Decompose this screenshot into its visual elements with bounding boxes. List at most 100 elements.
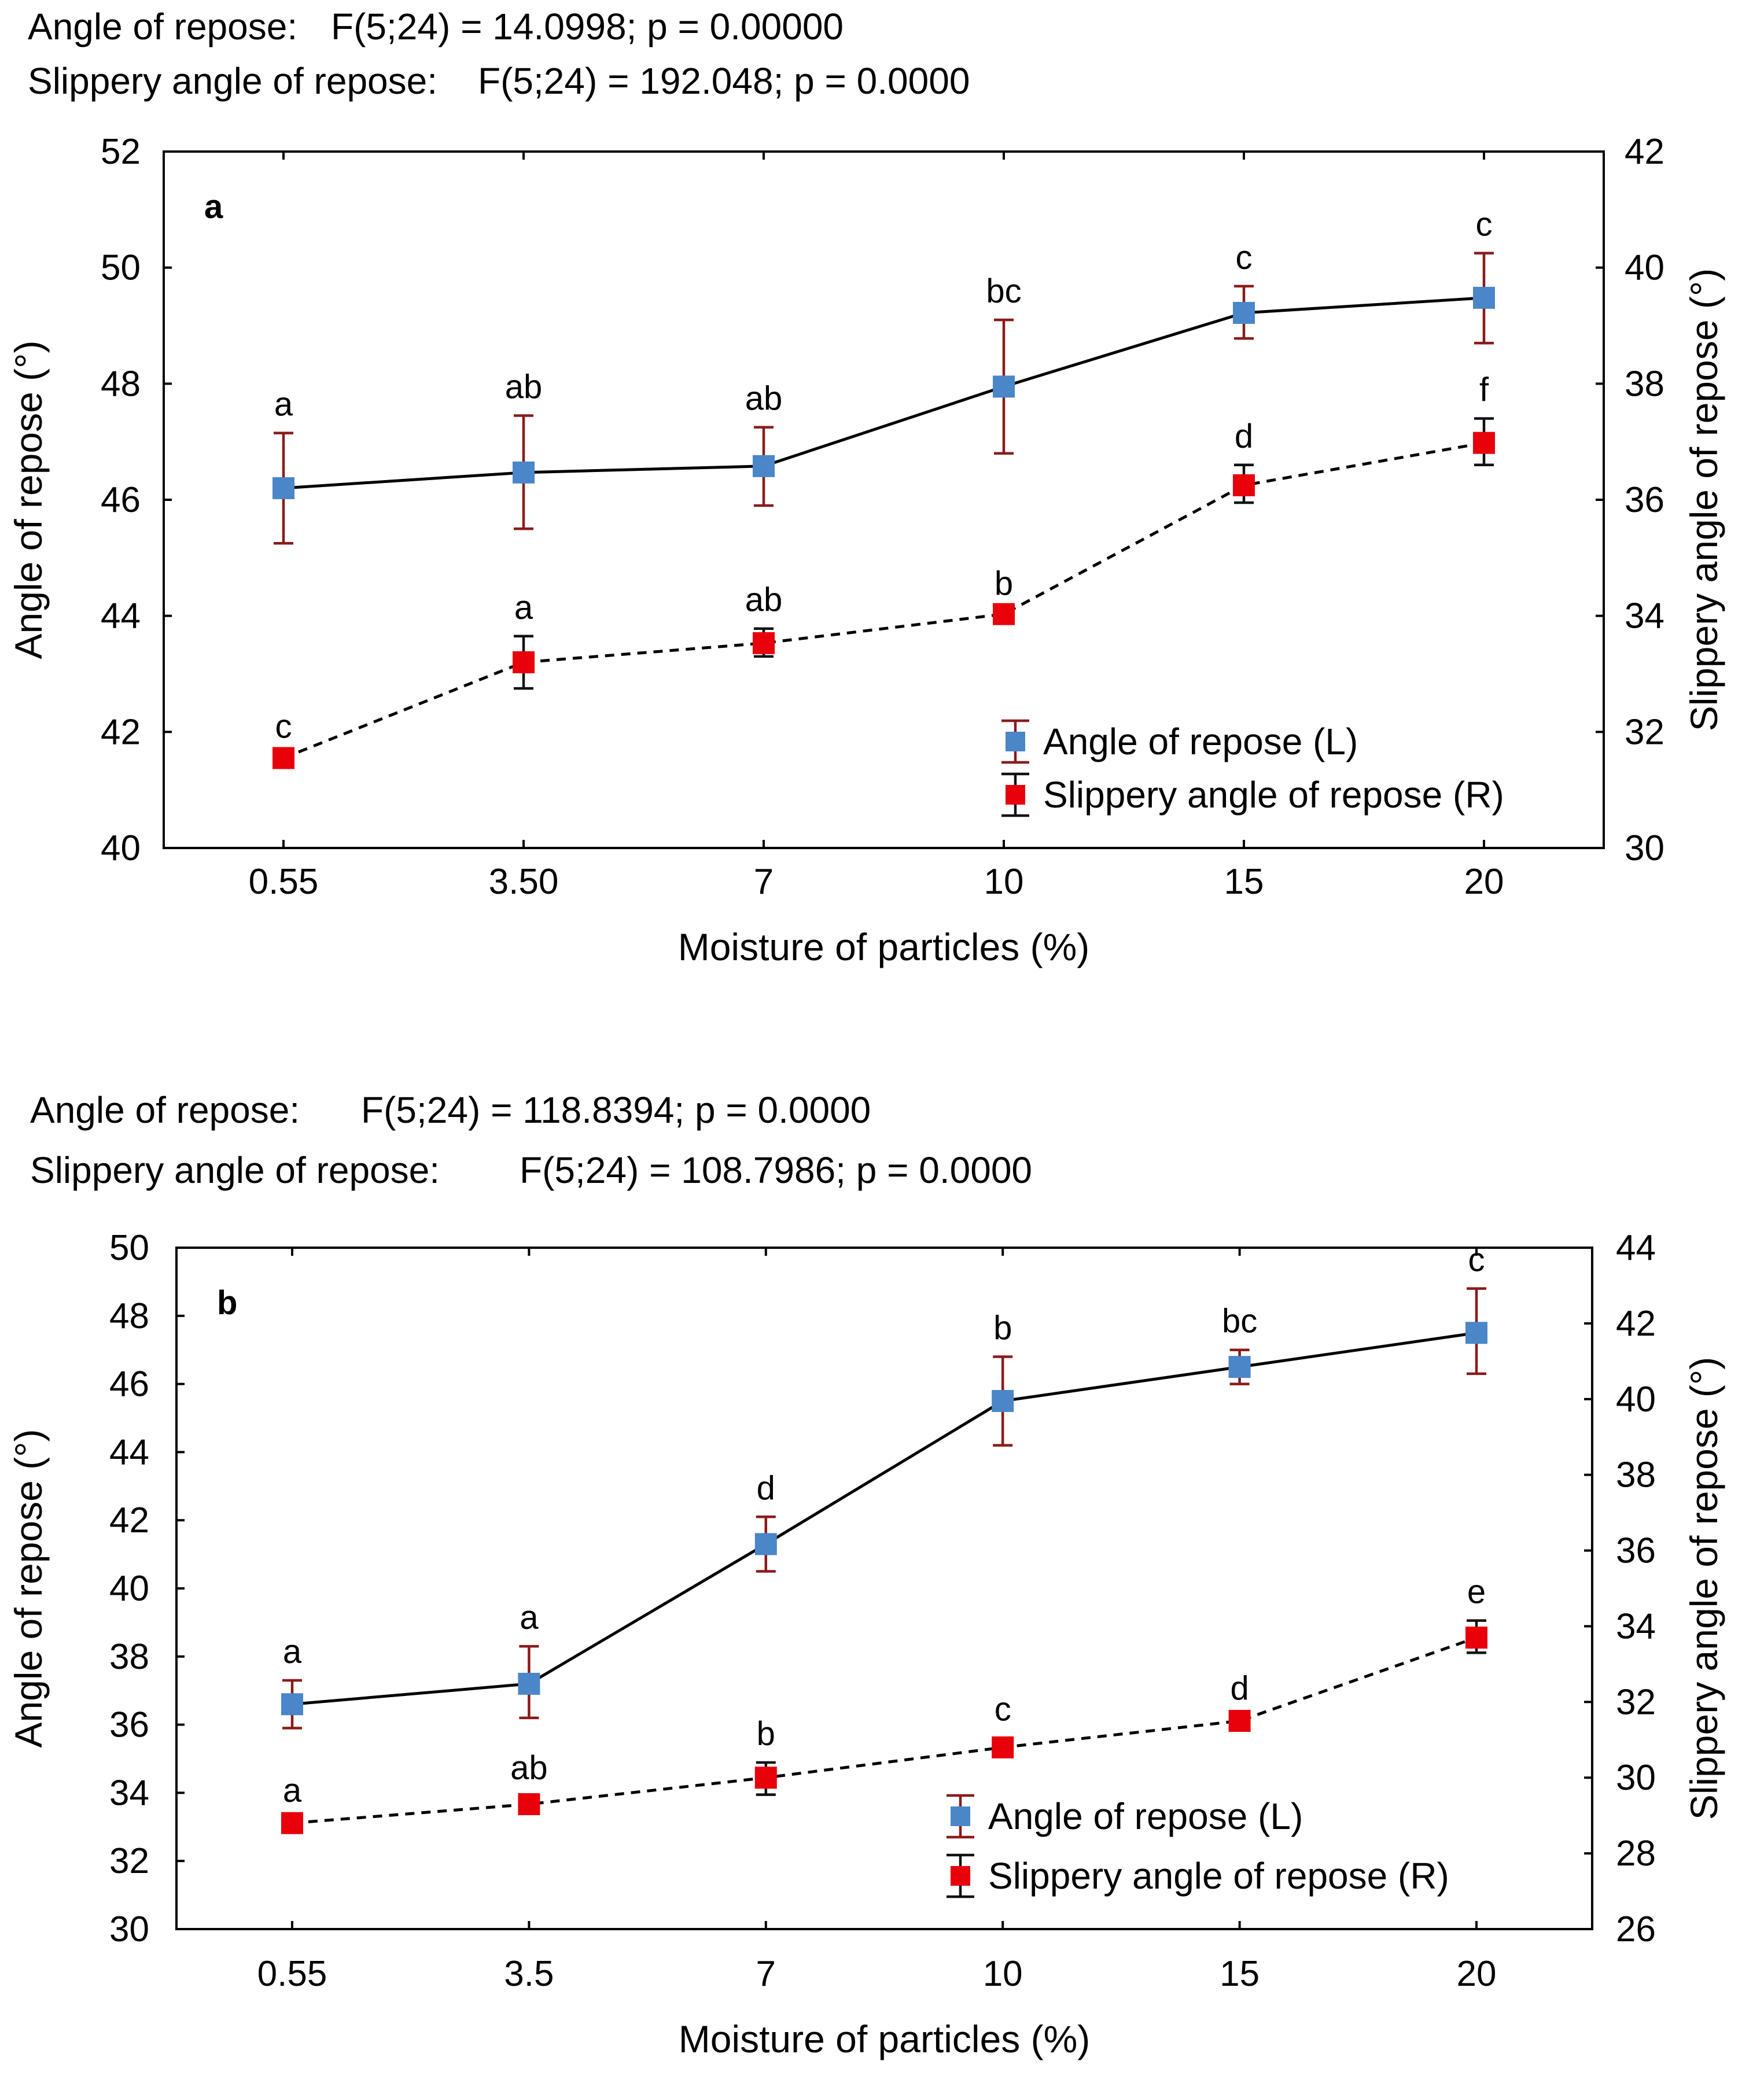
significance-letter: a [283, 1772, 302, 1809]
legend-marker [1006, 785, 1025, 805]
significance-letter: f [1479, 371, 1489, 409]
series-line [283, 296, 1485, 490]
data-point [518, 1672, 540, 1695]
y-left-tick-label: 48 [101, 364, 141, 404]
legend-marker [951, 1806, 970, 1826]
data-point [1228, 1710, 1251, 1732]
y-left-axis-label: Angle of repose (°) [7, 1429, 50, 1747]
y-left-tick-label: 44 [109, 1432, 149, 1472]
y-right-tick-label: 40 [1625, 248, 1664, 288]
y-right-tick-label: 30 [1616, 1758, 1656, 1798]
significance-letter: bc [1222, 1303, 1257, 1340]
legend-item: Angle of repose (L) [947, 1794, 1303, 1839]
y-right-tick-label: 38 [1616, 1455, 1656, 1495]
stat-label: Angle of repose: [30, 1089, 300, 1131]
y-left-tick-label: 44 [101, 596, 141, 636]
data-point [281, 1812, 303, 1834]
data-point [992, 1390, 1014, 1413]
y-right-axis-label: Slippery angle of repose (°) [1682, 268, 1725, 731]
y-left-tick-label: 30 [109, 1909, 149, 1949]
significance-letter: ab [745, 380, 783, 418]
legend-label: Angle of repose (L) [1043, 721, 1358, 762]
y-right-tick-label: 42 [1625, 132, 1664, 172]
legend-item: Slippery angle of repose (R) [1001, 772, 1504, 817]
legend-label: Slippery angle of repose (R) [1043, 774, 1504, 816]
y-left-tick-label: 34 [109, 1773, 149, 1813]
y-left-tick-label: 36 [109, 1705, 149, 1745]
significance-letter: bc [986, 272, 1021, 310]
y-left-tick-label: 50 [109, 1228, 149, 1268]
data-point [1473, 286, 1495, 309]
data-point [754, 1533, 777, 1555]
data-point [1233, 474, 1255, 496]
significance-letter: c [1236, 239, 1253, 276]
significance-letter: c [1468, 1241, 1485, 1279]
x-tick-label: 7 [754, 862, 774, 902]
series-slippery-angle-of-repose: a ab b c d e [281, 1573, 1487, 1834]
y-right-axis-label: Slippery angle of repose (°) [1682, 1357, 1725, 1820]
data-point [513, 651, 535, 673]
data-point [1233, 301, 1255, 324]
significance-letter: ab [745, 581, 783, 619]
x-tick-label: 15 [1224, 862, 1264, 902]
legend-label: Angle of repose (L) [988, 1795, 1303, 1837]
stat-value: F(5;24) = 14.0998; p = 0.00000 [331, 6, 844, 47]
y-right-tick-label: 32 [1625, 712, 1664, 752]
y-left-tick-label: 40 [101, 828, 141, 868]
significance-letter: a [520, 1599, 539, 1636]
y-right-tick-label: 36 [1616, 1531, 1656, 1571]
data-point [513, 461, 535, 484]
stat-label: Angle of repose: [28, 6, 297, 47]
y-right-tick-label: 36 [1625, 480, 1664, 520]
y-left-tick-label: 46 [101, 480, 141, 520]
y-left-tick-label: 40 [109, 1569, 149, 1609]
legend-marker [951, 1866, 970, 1886]
significance-letter: ab [505, 368, 543, 406]
y-right-tick-label: 30 [1625, 828, 1664, 868]
plot-frame [163, 150, 1605, 849]
y-left-axis-label: Angle of repose (°) [7, 340, 50, 659]
x-tick-label: 0.55 [257, 1954, 327, 1994]
stat-label: Slippery angle of repose: [30, 1149, 440, 1191]
series-angle-of-repose: a ab ab bc c c [272, 206, 1495, 545]
data-point [1465, 1322, 1487, 1344]
significance-letter: d [757, 1469, 775, 1507]
stat-value: F(5;24) = 108.7986; p = 0.0000 [520, 1149, 1032, 1191]
legend-item: Angle of repose (L) [1001, 719, 1358, 764]
y-left-tick-label: 52 [101, 132, 141, 172]
y-right-tick-label: 32 [1616, 1682, 1656, 1722]
significance-letter: d [1230, 1670, 1249, 1708]
y-left-tick-label: 46 [109, 1365, 149, 1404]
chart-panel-b: Angle of repose: F(5;24) = 118.8394; p = … [7, 1089, 1725, 2060]
data-point [992, 1736, 1014, 1758]
y-right-tick-label: 34 [1625, 596, 1664, 636]
x-tick-label: 3.50 [489, 862, 559, 902]
stat-value: F(5;24) = 192.048; p = 0.0000 [478, 60, 970, 102]
significance-letter: b [993, 1309, 1012, 1347]
series-line [283, 441, 1485, 759]
x-tick-label: 20 [1464, 862, 1504, 902]
data-point [753, 632, 775, 654]
significance-letter: ab [510, 1749, 548, 1787]
series-angle-of-repose: a a d b bc c [281, 1241, 1487, 1730]
x-tick-label: 20 [1457, 1954, 1497, 1994]
data-point [754, 1767, 777, 1789]
legend-marker [1006, 732, 1025, 751]
y-left-tick-label: 38 [109, 1637, 149, 1677]
y-right-tick-label: 28 [1616, 1834, 1656, 1874]
data-point [1473, 432, 1495, 454]
x-tick-label: 7 [756, 1954, 776, 1994]
significance-letter: a [283, 1633, 302, 1671]
y-left-tick-label: 42 [109, 1500, 149, 1540]
significance-letter: d [1235, 418, 1253, 455]
data-point [1465, 1627, 1487, 1649]
x-tick-label: 15 [1220, 1954, 1260, 1994]
x-tick-label: 3.5 [504, 1954, 554, 1994]
x-axis-label: Moisture of particles (%) [679, 2018, 1091, 2060]
data-point [281, 1693, 303, 1716]
significance-letter: c [1476, 206, 1493, 244]
y-right-tick-label: 34 [1616, 1606, 1656, 1646]
significance-letter: b [995, 565, 1013, 603]
stat-label: Slippery angle of repose: [28, 60, 437, 102]
